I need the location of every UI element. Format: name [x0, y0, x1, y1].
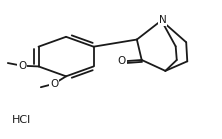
Text: N: N	[159, 15, 166, 25]
Text: O: O	[50, 79, 58, 89]
Text: O: O	[18, 61, 26, 71]
Text: O: O	[18, 61, 26, 71]
Text: O: O	[50, 79, 58, 89]
Text: HCl: HCl	[12, 115, 31, 125]
Text: O: O	[118, 56, 126, 66]
